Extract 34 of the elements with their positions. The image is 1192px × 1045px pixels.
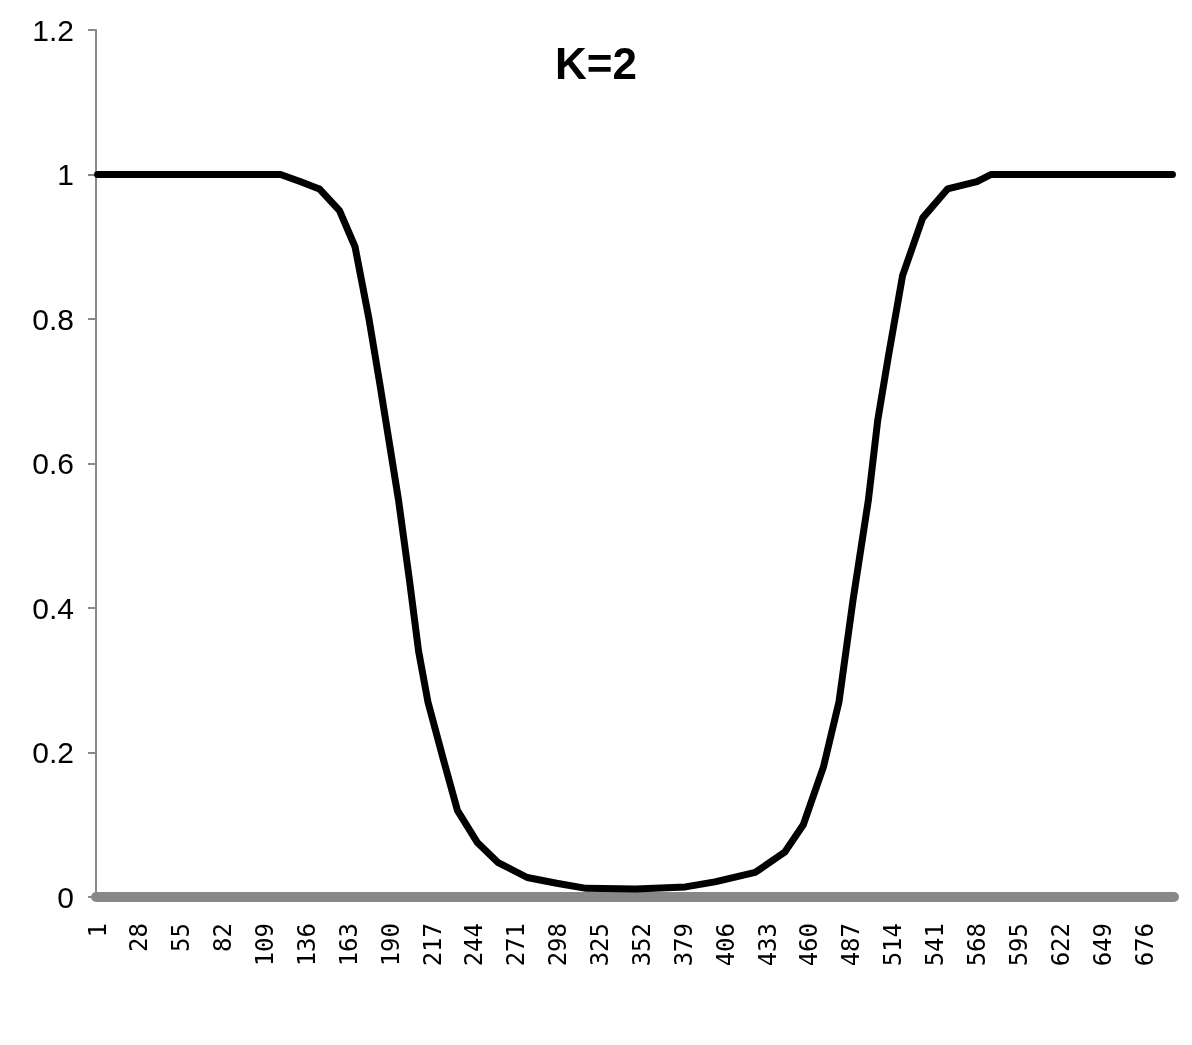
x-tick-label: 163 — [334, 923, 363, 967]
y-tick-label: 0.8 — [32, 302, 74, 336]
x-tick-label: 460 — [795, 923, 824, 967]
y-tick-label: 0 — [57, 880, 74, 914]
y-tick-label: 1.2 — [32, 13, 74, 47]
x-tick-label: 82 — [209, 923, 238, 952]
x-tick-label: 676 — [1130, 923, 1159, 967]
y-tick-label: 0.4 — [32, 591, 74, 625]
x-tick-label: 433 — [753, 923, 782, 967]
x-tick-label: 298 — [544, 923, 573, 967]
x-tick-label: 217 — [418, 923, 447, 967]
x-tick-label: 109 — [251, 923, 280, 967]
x-tick-label: 514 — [879, 923, 908, 967]
x-tick-label: 487 — [837, 923, 866, 967]
x-tick-label: 379 — [669, 923, 698, 967]
x-tick-label: 352 — [627, 923, 656, 967]
x-tick-label: 190 — [376, 923, 405, 967]
y-tick-label: 1 — [57, 158, 74, 191]
x-tick-label: 55 — [167, 923, 196, 952]
x-tick-label: 244 — [460, 923, 489, 967]
x-tick-label: 28 — [125, 923, 154, 952]
x-tick-label: 136 — [292, 923, 321, 967]
x-tick-label: 541 — [921, 923, 950, 967]
y-tick-label: 0.6 — [32, 447, 74, 480]
x-tick-label: 622 — [1046, 923, 1075, 967]
x-tick-label: 1 — [83, 923, 112, 938]
x-tick-label: 595 — [1004, 923, 1033, 967]
x-tick-label: 325 — [586, 923, 615, 967]
chart-title: K=2 — [555, 38, 637, 88]
x-tick-label: 649 — [1088, 923, 1117, 967]
x-tick-label: 568 — [963, 923, 992, 967]
x-tick-label: 271 — [502, 923, 531, 967]
x-tick-label: 406 — [711, 923, 740, 967]
y-tick-label: 0.2 — [32, 736, 74, 769]
